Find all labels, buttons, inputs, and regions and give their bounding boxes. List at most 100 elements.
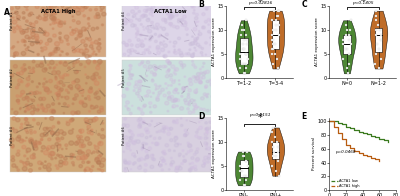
Circle shape <box>58 122 60 124</box>
Circle shape <box>125 44 128 47</box>
Circle shape <box>26 107 30 111</box>
Point <box>237 164 243 168</box>
Circle shape <box>168 85 169 86</box>
Circle shape <box>148 8 151 11</box>
Circle shape <box>196 76 200 80</box>
Point <box>342 48 348 51</box>
Circle shape <box>68 130 73 134</box>
Circle shape <box>59 81 63 84</box>
Circle shape <box>34 131 36 133</box>
Bar <box>10 3 106 57</box>
Circle shape <box>64 74 67 76</box>
Circle shape <box>43 127 47 131</box>
Point <box>241 62 248 65</box>
Circle shape <box>37 141 41 145</box>
Circle shape <box>38 16 42 20</box>
Circle shape <box>13 129 18 133</box>
Point <box>275 9 281 12</box>
Circle shape <box>190 54 194 57</box>
Circle shape <box>180 124 183 126</box>
Circle shape <box>89 90 92 93</box>
Circle shape <box>167 92 170 94</box>
Circle shape <box>206 143 208 144</box>
Point <box>270 145 276 148</box>
Circle shape <box>58 89 62 92</box>
Circle shape <box>151 157 154 160</box>
Circle shape <box>168 69 170 72</box>
Circle shape <box>161 164 162 165</box>
Point <box>348 43 354 46</box>
Circle shape <box>138 107 140 110</box>
Circle shape <box>163 150 166 152</box>
Circle shape <box>180 64 183 66</box>
Circle shape <box>95 54 97 55</box>
Circle shape <box>20 123 23 125</box>
Circle shape <box>195 135 198 137</box>
Circle shape <box>185 22 187 24</box>
Y-axis label: ACTA1 expression score: ACTA1 expression score <box>212 130 216 178</box>
Circle shape <box>187 4 189 6</box>
Circle shape <box>126 146 130 149</box>
Circle shape <box>200 72 202 74</box>
Circle shape <box>130 48 134 52</box>
Circle shape <box>36 86 38 88</box>
Circle shape <box>17 41 19 43</box>
Circle shape <box>22 12 25 14</box>
Circle shape <box>210 32 214 35</box>
Circle shape <box>15 12 16 13</box>
Circle shape <box>199 45 201 48</box>
Circle shape <box>185 27 188 30</box>
Circle shape <box>168 149 171 152</box>
Circle shape <box>86 154 89 156</box>
Circle shape <box>62 132 66 135</box>
Circle shape <box>140 126 142 128</box>
Circle shape <box>161 88 164 91</box>
Circle shape <box>174 69 176 71</box>
Circle shape <box>201 47 204 49</box>
Circle shape <box>43 31 46 33</box>
Circle shape <box>79 89 84 94</box>
Circle shape <box>211 26 214 29</box>
Circle shape <box>178 80 180 81</box>
Point <box>272 43 278 46</box>
Circle shape <box>140 44 144 47</box>
Circle shape <box>184 134 186 136</box>
Point <box>243 179 250 182</box>
Circle shape <box>205 85 208 88</box>
Circle shape <box>123 19 126 21</box>
Circle shape <box>62 77 64 79</box>
Circle shape <box>174 98 178 101</box>
Circle shape <box>100 62 102 63</box>
Circle shape <box>125 88 128 90</box>
Circle shape <box>78 30 82 34</box>
Circle shape <box>143 29 145 30</box>
Circle shape <box>22 145 26 149</box>
Point <box>340 57 346 60</box>
Circle shape <box>41 146 45 149</box>
Circle shape <box>90 45 93 48</box>
Circle shape <box>98 133 100 136</box>
Circle shape <box>134 13 136 15</box>
Circle shape <box>32 29 35 32</box>
Circle shape <box>88 23 90 24</box>
Circle shape <box>97 110 101 113</box>
Circle shape <box>178 167 182 170</box>
Circle shape <box>99 154 102 156</box>
Circle shape <box>151 5 155 8</box>
Circle shape <box>39 63 44 67</box>
Circle shape <box>135 37 137 38</box>
Text: ACTA1 High: ACTA1 High <box>41 9 75 14</box>
Circle shape <box>214 81 217 84</box>
Circle shape <box>168 96 171 98</box>
Circle shape <box>142 15 145 17</box>
Circle shape <box>190 4 194 7</box>
Circle shape <box>74 62 76 64</box>
Circle shape <box>25 96 28 99</box>
Circle shape <box>43 34 45 35</box>
Circle shape <box>202 55 203 56</box>
Circle shape <box>132 105 133 106</box>
Point <box>272 136 278 139</box>
Circle shape <box>35 140 37 142</box>
Circle shape <box>186 153 187 155</box>
Point <box>240 184 247 187</box>
